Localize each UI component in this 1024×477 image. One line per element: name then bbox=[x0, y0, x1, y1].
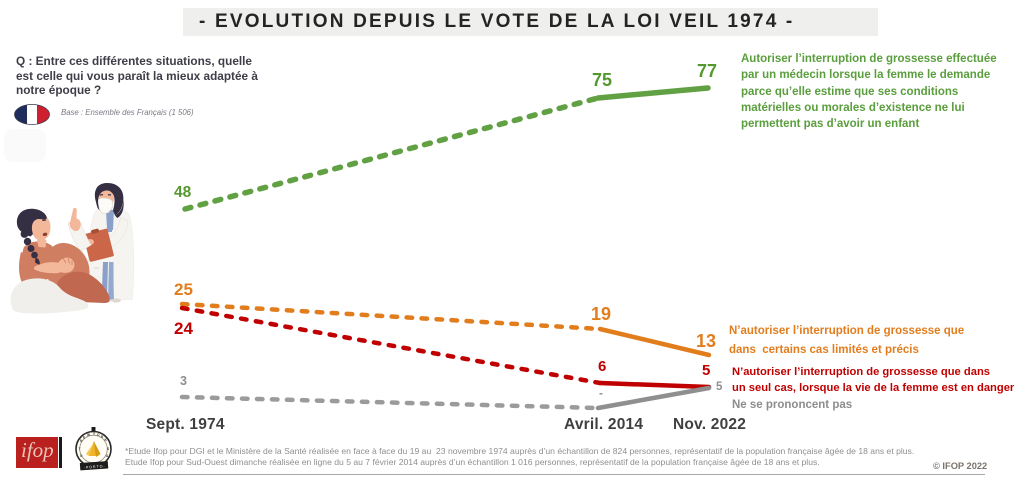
svg-text:N: N bbox=[80, 439, 83, 443]
svg-text:· P O R T O ·: · P O R T O · bbox=[84, 464, 105, 469]
svg-text:O: O bbox=[80, 454, 83, 458]
svg-text:A: A bbox=[106, 454, 109, 458]
svg-text:K: K bbox=[105, 438, 108, 442]
svg-text:O: O bbox=[97, 433, 100, 437]
svg-text:R: R bbox=[101, 435, 104, 439]
svg-text:E: E bbox=[83, 436, 85, 440]
svg-text:T: T bbox=[79, 447, 81, 451]
svg-text:S: S bbox=[107, 447, 109, 451]
svg-text:W: W bbox=[87, 433, 90, 437]
svg-text:Y: Y bbox=[93, 432, 96, 436]
